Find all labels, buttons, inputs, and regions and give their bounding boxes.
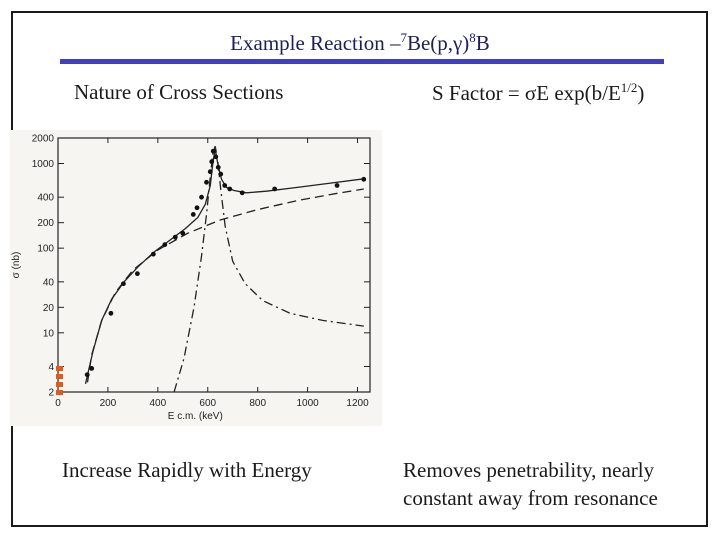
x-axis-label: E c.m. (keV) bbox=[168, 411, 223, 422]
x-tick-label: 800 bbox=[249, 398, 266, 409]
data-point bbox=[239, 190, 245, 196]
right-caption-line1: Removes penetrability, nearly bbox=[403, 458, 655, 482]
data-point bbox=[108, 310, 114, 316]
x-tick-label: 400 bbox=[149, 398, 166, 409]
y-axis-label: σ (nb) bbox=[11, 252, 22, 279]
x-tick-label: 1200 bbox=[346, 398, 369, 409]
data-point bbox=[120, 281, 126, 287]
data-point bbox=[204, 179, 209, 185]
chart-background bbox=[10, 130, 382, 426]
data-point bbox=[134, 271, 140, 277]
y-tick-label: 2000 bbox=[32, 134, 55, 145]
data-point bbox=[210, 148, 216, 154]
data-point bbox=[209, 159, 215, 165]
data-point bbox=[172, 234, 178, 240]
data-point bbox=[162, 242, 168, 248]
x-tick-label: 600 bbox=[199, 398, 216, 409]
orange-marker bbox=[56, 374, 63, 379]
y-tick-label: 100 bbox=[37, 244, 54, 255]
left-caption: Increase Rapidly with Energy bbox=[62, 458, 312, 482]
cross-section-chart: 0 200 400 600 800 1000 1200 2 4 10 20 40 100 200 400 10… bbox=[10, 130, 382, 426]
y-tick-label: 20 bbox=[43, 303, 55, 314]
data-point bbox=[199, 194, 204, 200]
data-point bbox=[180, 230, 186, 236]
data-point bbox=[194, 205, 200, 211]
data-point bbox=[215, 164, 221, 170]
title-rule bbox=[60, 59, 664, 64]
left-heading: Nature of Cross Sections bbox=[74, 80, 284, 104]
right-caption-line2: constant away from resonance bbox=[403, 486, 658, 510]
data-point bbox=[222, 183, 228, 188]
x-tick-label: 0 bbox=[55, 398, 61, 409]
orange-marker bbox=[56, 382, 63, 387]
y-tick-label: 200 bbox=[37, 218, 54, 229]
data-point bbox=[207, 169, 213, 175]
y-tick-label: 40 bbox=[43, 277, 55, 288]
y-tick-label: 10 bbox=[43, 328, 55, 339]
slide-title: Example Reaction –7Be(p,γ)8B bbox=[230, 30, 490, 55]
orange-marker bbox=[56, 366, 63, 371]
plot-frame bbox=[57, 137, 371, 393]
right-heading: S Factor = σE exp(b/E1/2) bbox=[432, 80, 645, 105]
data-point bbox=[272, 186, 278, 192]
y-tick-label: 400 bbox=[37, 193, 54, 204]
x-tick-label: 200 bbox=[100, 398, 117, 409]
data-point bbox=[213, 154, 219, 160]
right-caption: Removes penetrability, nearly constant aw… bbox=[403, 456, 658, 512]
data-point bbox=[334, 183, 340, 188]
data-point bbox=[218, 171, 224, 177]
curve-dashed bbox=[86, 188, 364, 383]
orange-marker bbox=[56, 390, 63, 395]
data-point bbox=[84, 372, 90, 378]
data-point bbox=[190, 212, 196, 217]
curve-dash-dot bbox=[173, 146, 364, 393]
y-tick-label: 2 bbox=[48, 388, 54, 399]
data-point bbox=[361, 176, 367, 182]
data-point bbox=[150, 251, 156, 257]
data-point bbox=[227, 186, 233, 192]
y-tick-label: 1000 bbox=[32, 159, 55, 170]
x-tick-label: 1000 bbox=[296, 398, 319, 409]
y-tick-label: 4 bbox=[48, 362, 54, 373]
data-point bbox=[89, 365, 95, 371]
